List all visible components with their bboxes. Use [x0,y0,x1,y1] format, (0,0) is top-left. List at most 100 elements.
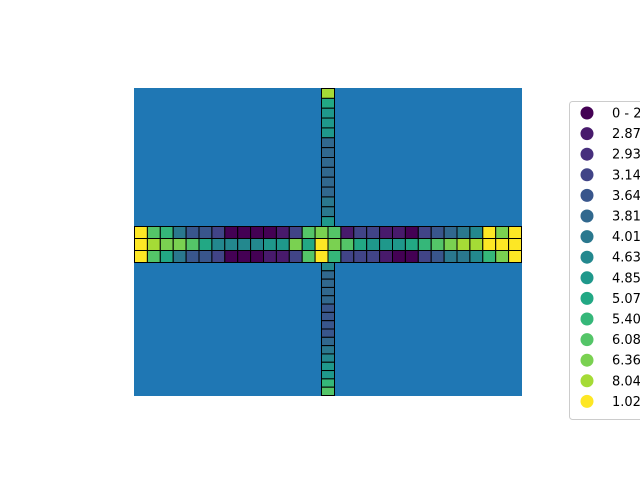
heatmap-cell [288,250,303,263]
heatmap-cell [321,216,335,227]
heatmap-cell [275,226,290,239]
heatmap-cell [366,250,381,263]
legend-label: 0 - 2 [612,107,640,122]
heatmap-cell [321,270,335,280]
heatmap-cell [340,226,355,239]
heatmap-cell [321,328,335,338]
heatmap-cell [508,238,523,251]
heatmap-cell [250,238,265,251]
heatmap-cell [443,226,458,239]
heatmap-cell [185,250,200,263]
heatmap-cell [224,238,239,251]
legend-marker [580,374,594,388]
heatmap-cell [404,238,419,251]
legend-marker [580,147,594,161]
heatmap-cell [237,250,252,263]
heatmap-cell [263,238,277,251]
heatmap-cell [353,250,368,263]
heatmap-cell [430,250,445,263]
legend-label: 6.08 [612,333,640,348]
heatmap-cell [366,226,381,239]
heatmap-cell [321,97,335,109]
heatmap-cell [495,250,510,263]
heatmap-cell [379,250,394,263]
heatmap-cell [495,226,510,239]
legend-label: 6.36 [612,354,640,369]
heatmap-cell [321,88,335,99]
heatmap-cell [321,166,335,178]
heatmap-cell [456,250,471,263]
heatmap-cell [443,238,458,251]
heatmap-cell [275,250,290,263]
heatmap-cell [198,226,213,239]
legend-marker [580,394,594,408]
heatmap-cell [198,250,213,263]
heatmap-cell [456,226,471,239]
heatmap-cell [430,238,445,251]
legend-label: 8.04 [612,374,640,389]
heatmap-cell [404,250,419,263]
heatmap-cell [495,238,510,251]
heatmap-cell [211,226,226,239]
legend-label: 4.63 [612,251,640,266]
heatmap-cell [321,137,335,149]
heatmap-cell [172,250,187,263]
heatmap-cell [379,238,394,251]
legend: 0 - 2 2.87 2.93 3.14 3.64 3.81 4.01 4.63 4.85 5.0… [569,101,640,420]
heatmap-cell [321,286,335,297]
legend-marker [580,230,594,244]
heatmap-cell [366,238,381,251]
heatmap-cell [417,250,432,263]
legend-marker [580,188,594,202]
heatmap-cell [237,238,252,251]
heatmap-cell [134,238,148,251]
heatmap-cell [224,226,239,239]
heatmap-cell [321,107,335,119]
heatmap-cell [250,226,265,239]
heatmap-cell [321,147,335,158]
heatmap-cell [379,226,394,239]
heatmap-cell [321,127,335,139]
heatmap-cell [146,250,161,263]
heatmap-cell [185,238,200,251]
heatmap-cell [340,250,355,263]
heatmap-cell [321,176,335,188]
heatmap-cell [321,378,335,388]
heatmap-cell [314,238,329,251]
legend-marker [580,127,594,141]
legend-marker [580,353,594,367]
heatmap-cell [275,238,290,251]
heatmap-cell [404,226,419,239]
heatmap-cell [250,250,265,263]
heatmap-cell [314,250,329,263]
heatmap-cell [321,295,335,305]
heatmap-cell [321,206,335,218]
legend-label: 1.02 [612,395,640,410]
heatmap-cell [321,361,335,372]
heatmap-cell [456,238,471,251]
heatmap-cell [159,226,174,239]
legend-marker [580,271,594,285]
heatmap-cell [508,226,523,239]
legend-label: 2.87 [612,127,640,142]
heatmap-cell [301,226,316,239]
heatmap-cell [314,226,329,239]
heatmap-cell [417,238,432,251]
heatmap-cell [159,250,174,263]
heatmap-cell [146,226,161,239]
heatmap-cell [353,226,368,239]
legend-label: 4.85 [612,271,640,286]
legend-marker [580,312,594,326]
heatmap-cell [301,238,316,251]
heatmap-cell [321,345,335,355]
heatmap-cell [482,226,497,239]
heatmap-cell [392,250,406,263]
legend-label: 4.01 [612,230,640,245]
heatmap-cell [288,226,303,239]
legend-label: 3.14 [612,168,640,183]
heatmap-cell [321,370,335,380]
heatmap-cell [321,262,335,272]
heatmap-cell [224,250,239,263]
heatmap-cell [159,238,174,251]
